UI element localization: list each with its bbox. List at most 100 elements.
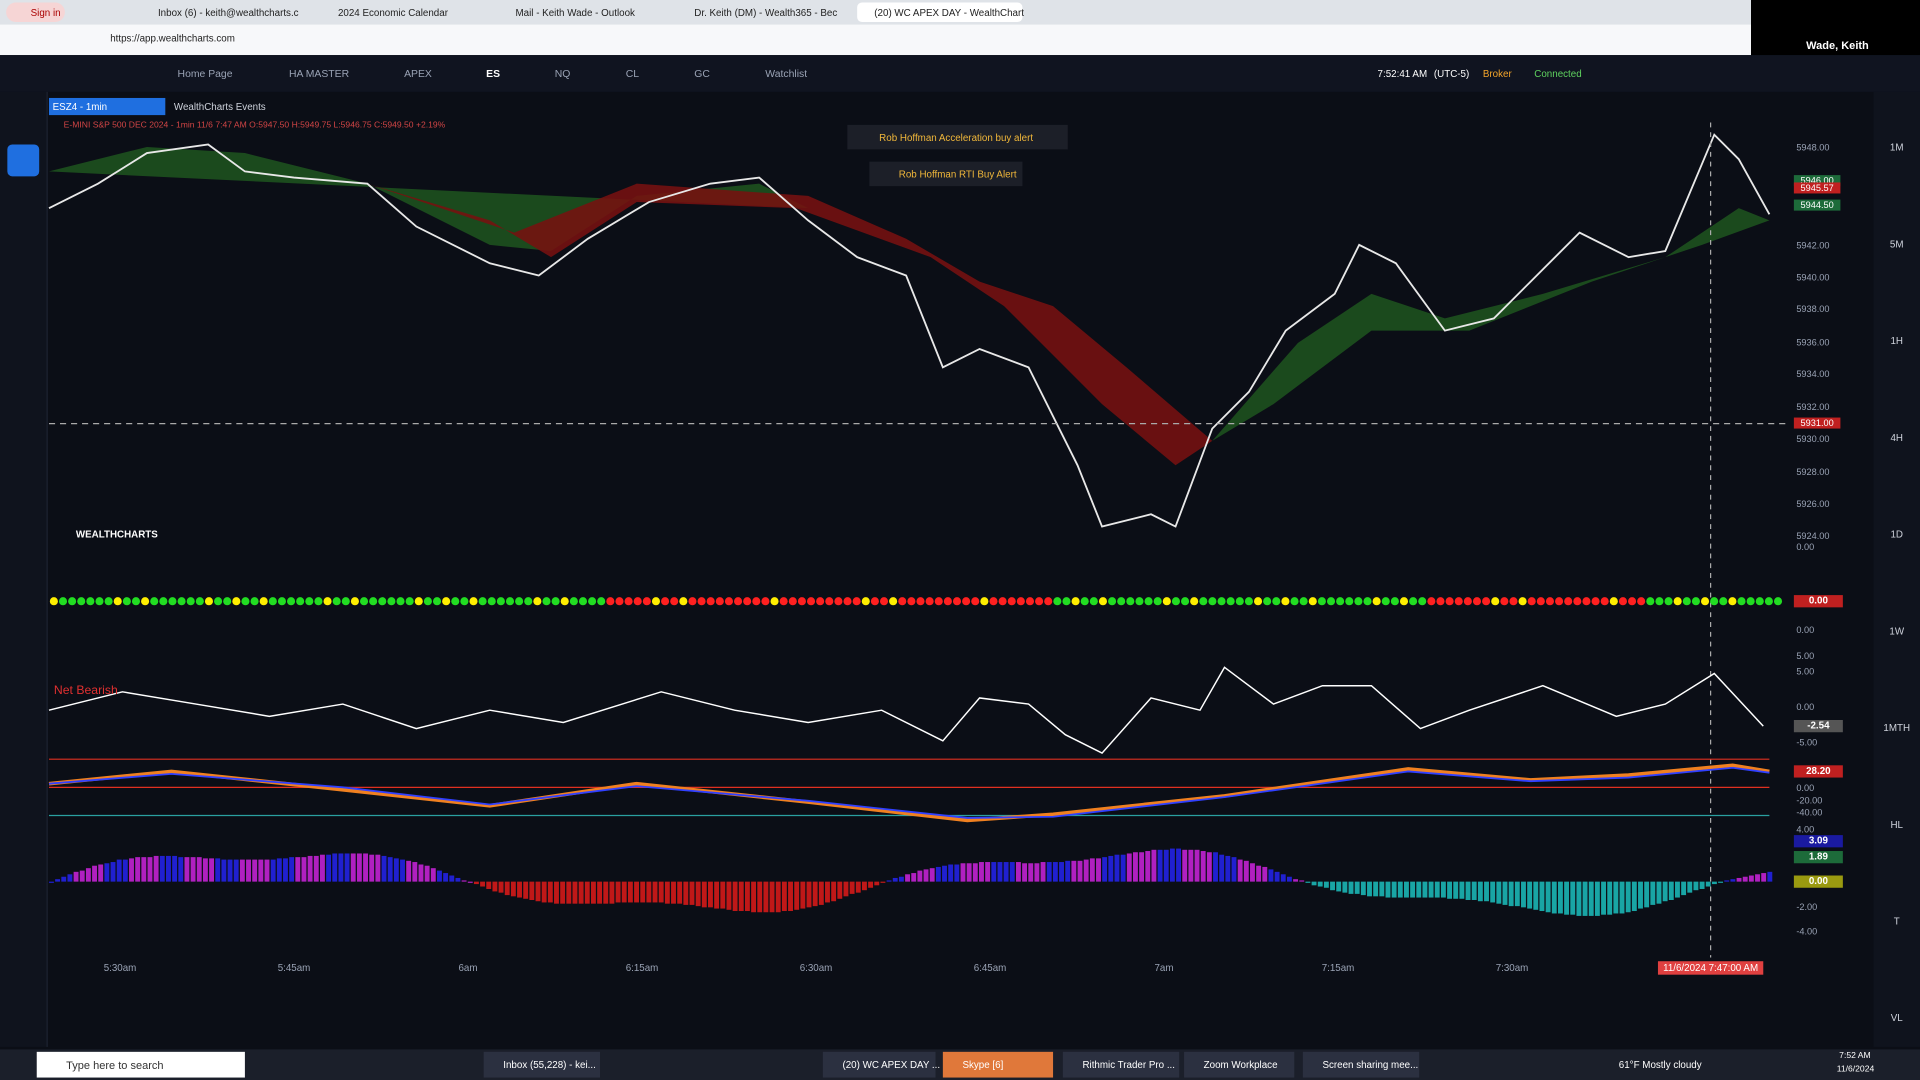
- histogram-bar: [135, 857, 141, 882]
- histogram-bar: [738, 881, 744, 912]
- signal-dot: [551, 597, 560, 606]
- histogram-bar: [917, 870, 923, 882]
- browser-tab[interactable]: 2024 Economic Calendar: [321, 2, 492, 22]
- histogram-bar: [646, 881, 652, 903]
- signal-dot: [1190, 597, 1199, 606]
- price-tick: 5936.00: [1796, 336, 1830, 348]
- taskbar-app[interactable]: Skype [6]: [942, 1051, 1054, 1078]
- app-title: Screen sharing mee...: [1322, 1059, 1419, 1071]
- histogram-bar: [597, 881, 603, 904]
- timeframe[interactable]: 1H: [1890, 335, 1903, 347]
- taskbar-app[interactable]: (20) WC APEX DAY ...: [822, 1051, 940, 1078]
- app-title: Inbox (55,228) - kei...: [503, 1059, 596, 1071]
- histogram-bar: [547, 881, 553, 903]
- histogram-bar: [375, 854, 381, 882]
- signal-dot: [77, 597, 86, 606]
- histogram-bar: [1373, 881, 1379, 897]
- alert[interactable]: Rob Hoffman RTI Buy Alert: [869, 161, 1023, 187]
- browser-tab[interactable]: Mail - Keith Wade - Outlook: [498, 2, 669, 22]
- signal-dot: [1719, 597, 1728, 606]
- url[interactable]: https://app.wealthcharts.com: [110, 33, 235, 45]
- signal-dot: [250, 597, 259, 606]
- timeframe[interactable]: 1W: [1889, 625, 1905, 637]
- histogram-bar: [517, 881, 522, 898]
- search-box[interactable]: Type here to search: [36, 1051, 245, 1078]
- timeframe[interactable]: 1MTH: [1883, 722, 1911, 734]
- browser-tab[interactable]: (20) WC APEX DAY - WealthChart: [857, 2, 1024, 23]
- signal-dot: [168, 597, 177, 606]
- signal-dot: [195, 597, 204, 606]
- browser-tab[interactable]: Sign in: [6, 2, 65, 23]
- histogram-bar: [1231, 857, 1237, 882]
- histogram-bar: [640, 881, 646, 903]
- time-tick: 6:15am: [626, 963, 659, 974]
- histogram-bar: [1151, 849, 1157, 882]
- signal-dot: [515, 597, 524, 606]
- events-tab[interactable]: WealthCharts Events: [173, 101, 266, 113]
- histogram-bar: [1748, 875, 1754, 882]
- app-tab[interactable]: Watchlist: [765, 67, 808, 80]
- signal-dot: [1682, 597, 1691, 606]
- app-tab[interactable]: CL: [625, 67, 640, 80]
- timezone: (UTC-5): [1433, 68, 1470, 80]
- timeframe[interactable]: 4H: [1890, 432, 1903, 444]
- signal-dot: [369, 597, 378, 606]
- app-tab[interactable]: GC: [694, 67, 710, 80]
- indicator-label: Net Bearish: [54, 683, 118, 697]
- timeframe[interactable]: 1D: [1890, 528, 1903, 540]
- signal-dot: [1025, 597, 1035, 606]
- broker-status: Broker: [1482, 68, 1512, 80]
- signal-dot: [159, 597, 168, 606]
- histogram-bar: [1213, 852, 1218, 882]
- add-button[interactable]: [7, 144, 40, 177]
- taskbar-app[interactable]: Screen sharing mee...: [1302, 1051, 1420, 1078]
- signal-dot: [615, 597, 624, 606]
- signal-dot: [496, 597, 505, 606]
- histogram-bar: [1650, 881, 1656, 905]
- histogram-bar: [812, 881, 818, 907]
- histogram-bar: [61, 876, 67, 882]
- signal-dot: [1080, 597, 1089, 606]
- histogram-bar: [757, 881, 763, 913]
- browser-tab[interactable]: Dr. Keith (DM) - Wealth365 - Bec: [677, 2, 848, 22]
- browser-tab[interactable]: Inbox (6) - keith@wealthcharts.c: [141, 2, 312, 22]
- timeframe[interactable]: 1M: [1889, 142, 1904, 154]
- histogram-bar: [492, 881, 498, 892]
- histogram-bar: [621, 881, 627, 903]
- timeframe[interactable]: VL: [1890, 1012, 1903, 1024]
- price-tick: 5948.00: [1796, 142, 1830, 154]
- histogram-bar: [430, 868, 436, 882]
- histogram-bar: [997, 862, 1003, 882]
- app-tab[interactable]: HA MASTER: [288, 67, 350, 80]
- histogram-bar: [67, 874, 73, 882]
- histogram-bar: [1668, 881, 1674, 900]
- alert[interactable]: Rob Hoffman Acceleration buy alert: [847, 124, 1068, 150]
- signal-dot: [533, 597, 542, 606]
- signal-dot: [1108, 597, 1117, 606]
- histogram-bar: [418, 864, 424, 882]
- app-tab[interactable]: APEX: [404, 67, 432, 80]
- signal-dot: [423, 597, 432, 606]
- histogram-bar: [985, 862, 991, 882]
- ohlc-legend: E-MINI S&P 500 DEC 2024 - 1min 11/6 7:47…: [63, 121, 446, 130]
- histogram-bar: [979, 862, 984, 882]
- timeframe[interactable]: T: [1893, 915, 1900, 927]
- histogram-bar: [1410, 881, 1416, 898]
- symbol-tab[interactable]: ESZ4 - 1min: [48, 97, 166, 116]
- histogram-bar: [233, 859, 239, 882]
- app-tab[interactable]: ES: [486, 67, 501, 80]
- timeframe[interactable]: HL: [1890, 819, 1903, 831]
- app-tab[interactable]: Home Page: [177, 67, 233, 80]
- app-tab[interactable]: NQ: [554, 67, 571, 80]
- histogram-bar: [849, 881, 855, 894]
- timeframe[interactable]: 5M: [1889, 238, 1904, 250]
- weather: 61°F Mostly cloudy: [1618, 1059, 1702, 1071]
- signal-dot: [232, 597, 241, 606]
- taskbar-app[interactable]: Rithmic Trader Pro ...: [1062, 1051, 1180, 1078]
- histogram-bar: [1638, 881, 1643, 909]
- taskbar-app[interactable]: Zoom Workplace: [1184, 1051, 1295, 1078]
- taskbar-app[interactable]: Inbox (55,228) - kei...: [483, 1051, 600, 1078]
- histogram-bar: [504, 881, 510, 896]
- histogram-bar: [141, 857, 147, 882]
